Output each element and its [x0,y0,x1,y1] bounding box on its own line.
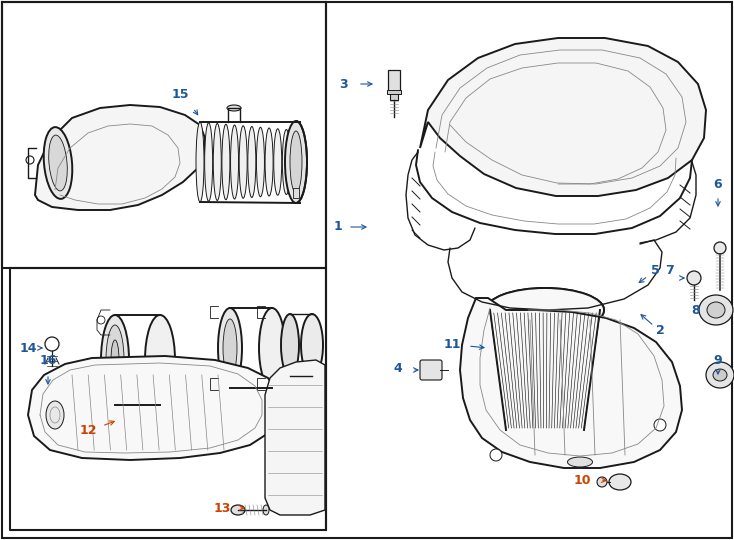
Text: 3: 3 [340,78,349,91]
Ellipse shape [490,291,600,329]
Circle shape [97,316,105,324]
Bar [102,403,112,411]
Ellipse shape [706,362,734,388]
Text: 11: 11 [443,339,461,352]
Polygon shape [28,356,278,460]
Ellipse shape [111,340,119,380]
Ellipse shape [259,308,285,388]
Ellipse shape [48,135,68,191]
Bar [99,385,115,403]
Ellipse shape [222,124,230,200]
Ellipse shape [285,121,307,203]
Ellipse shape [699,295,733,325]
Ellipse shape [145,315,175,405]
Ellipse shape [239,126,247,198]
Ellipse shape [230,125,239,199]
Text: 7: 7 [666,264,675,276]
Text: 13: 13 [214,502,230,515]
Ellipse shape [274,129,282,195]
Ellipse shape [46,401,64,429]
Text: 10: 10 [573,474,591,487]
Ellipse shape [281,314,299,376]
Text: 6: 6 [713,179,722,192]
Polygon shape [35,105,205,210]
Circle shape [687,271,701,285]
Ellipse shape [44,127,72,199]
Polygon shape [265,360,325,515]
Ellipse shape [283,130,291,194]
Ellipse shape [196,122,204,202]
Ellipse shape [205,123,213,201]
Circle shape [490,449,502,461]
Ellipse shape [248,126,256,198]
Text: 14: 14 [19,341,37,354]
Ellipse shape [214,124,221,200]
Text: 16: 16 [40,354,57,367]
Text: 2: 2 [655,323,664,336]
Ellipse shape [256,127,264,197]
Ellipse shape [597,477,607,487]
Ellipse shape [290,131,302,193]
Ellipse shape [609,474,631,490]
Ellipse shape [291,130,299,194]
Bar [388,70,400,92]
Text: 8: 8 [691,303,700,316]
Text: 15: 15 [171,89,189,102]
Text: 1: 1 [334,220,342,233]
Ellipse shape [503,415,587,445]
Polygon shape [460,298,682,468]
Ellipse shape [713,369,727,381]
Circle shape [654,419,666,431]
Polygon shape [420,38,706,196]
Ellipse shape [506,417,584,443]
Circle shape [714,242,726,254]
FancyBboxPatch shape [420,360,442,380]
Text: 5: 5 [650,264,659,276]
Circle shape [26,156,34,164]
Bar [390,92,398,100]
Ellipse shape [707,302,725,318]
Ellipse shape [263,505,269,515]
Ellipse shape [106,325,124,395]
Ellipse shape [218,308,242,388]
Ellipse shape [231,505,245,515]
Ellipse shape [227,105,241,111]
Circle shape [45,337,59,351]
Text: 4: 4 [393,361,402,375]
Ellipse shape [223,319,237,377]
Ellipse shape [567,457,592,467]
Text: 12: 12 [79,423,97,436]
Ellipse shape [265,128,273,196]
Ellipse shape [486,288,604,332]
Ellipse shape [101,315,129,405]
Bar [387,90,401,94]
Ellipse shape [301,314,323,376]
Text: 9: 9 [713,354,722,367]
Bar [293,188,299,198]
